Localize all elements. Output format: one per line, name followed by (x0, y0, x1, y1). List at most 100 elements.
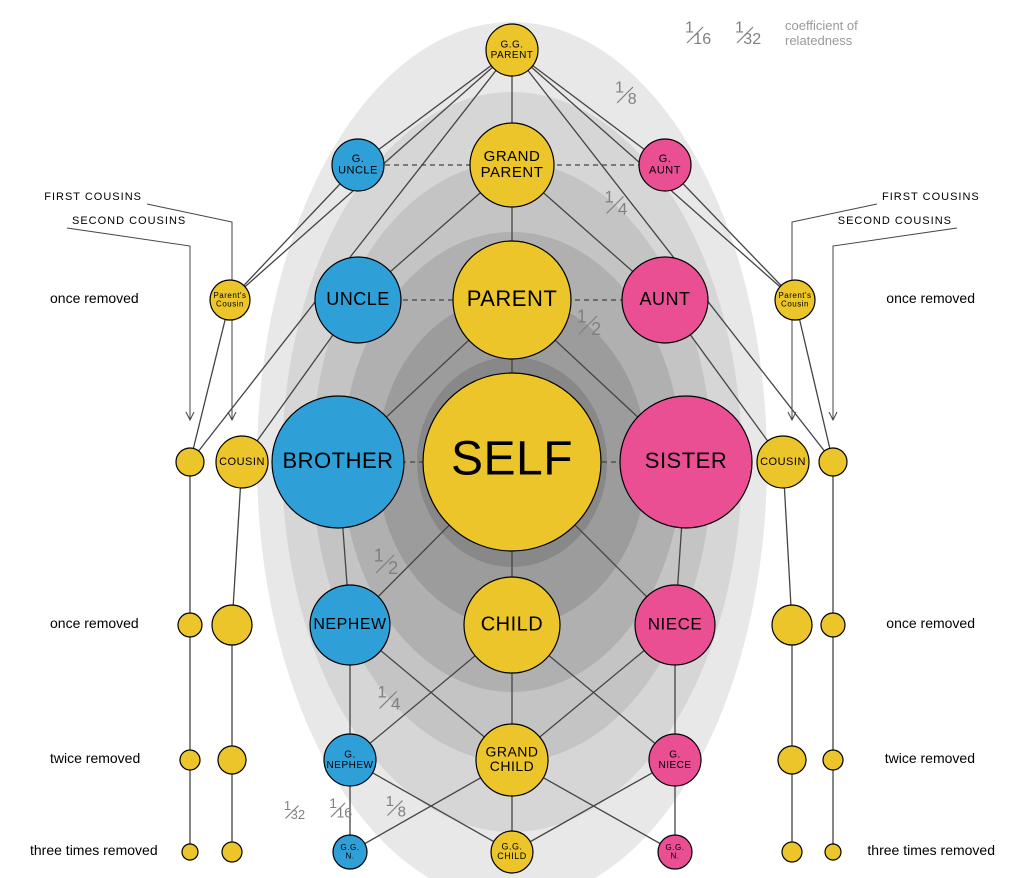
node-cousin_r: COUSIN (757, 436, 809, 488)
node-gchild: GRANDCHILD (476, 724, 548, 796)
node-label: NIECE (648, 614, 702, 633)
node-label: G.G. (500, 39, 523, 50)
node-pc_r: Parent'sCousin (775, 280, 815, 320)
node-fcR_child (772, 605, 812, 645)
cousin-header-label: SECOND COUSINS (838, 215, 952, 227)
node-label: AUNT (640, 289, 691, 309)
node-label: Cousin (216, 299, 244, 308)
side-label: three times removed (867, 842, 995, 858)
node-label: G. (344, 749, 356, 760)
node-fcL_child (212, 605, 252, 645)
node-child: CHILD (464, 577, 560, 673)
node-label: PARENT (481, 164, 544, 181)
node-label: SISTER (645, 448, 727, 473)
node-fcR_ggch (782, 842, 802, 862)
node-ggn_r: G.G.N. (658, 835, 692, 869)
side-label: once removed (886, 615, 975, 631)
node-label: NEPHEW (327, 760, 374, 771)
node-ggn_l: G.G.N. (333, 835, 367, 869)
node-label: COUSIN (219, 456, 265, 468)
side-label: three times removed (30, 842, 158, 858)
svg-text:1: 1 (377, 682, 386, 701)
node-fcR_gch (778, 746, 806, 774)
cousin-arrow-line (67, 228, 190, 420)
node-uncle: UNCLE (315, 257, 401, 343)
node-aunt: AUNT (622, 257, 708, 343)
svg-text:1: 1 (374, 545, 384, 565)
node-label: AUNT (649, 165, 681, 177)
svg-text:16: 16 (337, 805, 353, 821)
node-scR_self (819, 448, 847, 476)
cousin-header-label: FIRST COUSINS (44, 191, 142, 203)
fraction-label: 116 (685, 20, 711, 48)
svg-text:2: 2 (591, 319, 601, 339)
svg-text:relatedness: relatedness (785, 33, 853, 48)
node-label: SELF (451, 433, 573, 486)
cousin-arrow-line (833, 228, 957, 420)
node-self: SELF (423, 373, 601, 551)
node-label: PARENT (491, 50, 534, 61)
node-label: CHILD (497, 851, 527, 861)
node-scL_self (176, 448, 204, 476)
node-scR_ggch (825, 844, 841, 860)
node-label: Cousin (781, 299, 809, 308)
side-label: once removed (50, 290, 139, 306)
node-label: G. (659, 153, 672, 165)
side-label: twice removed (885, 750, 975, 766)
svg-text:coefficient of: coefficient of (785, 18, 858, 33)
node-label: G. (352, 153, 365, 165)
node-label: CHILD (481, 613, 544, 635)
node-gnephew: G.NEPHEW (324, 734, 376, 786)
node-label: GRAND (484, 148, 541, 165)
node-niece: NIECE (635, 585, 715, 665)
node-pc_l: Parent'sCousin (210, 280, 250, 320)
node-label: BROTHER (282, 448, 393, 473)
node-label: UNCLE (338, 165, 378, 177)
node-scR_gch (823, 750, 843, 770)
node-nephew: NEPHEW (310, 585, 390, 665)
svg-text:1: 1 (577, 306, 587, 326)
svg-text:4: 4 (618, 199, 627, 218)
svg-text:1: 1 (615, 80, 624, 97)
node-sister: SISTER (620, 396, 752, 528)
node-label: PARENT (467, 286, 558, 311)
node-scR_child (821, 613, 845, 637)
node-gparent: GRANDPARENT (470, 123, 554, 207)
svg-text:2: 2 (388, 558, 398, 578)
node-label: GRAND (485, 743, 538, 759)
node-label: COUSIN (760, 456, 806, 468)
node-label: N. (671, 851, 680, 860)
node-label: NEPHEW (313, 616, 387, 633)
svg-text:8: 8 (628, 91, 637, 108)
side-label: once removed (886, 290, 975, 306)
fraction-label: 132 (284, 798, 305, 822)
node-label: UNCLE (326, 289, 390, 309)
svg-text:32: 32 (291, 807, 305, 822)
node-label: NIECE (658, 760, 691, 771)
node-label: N. (346, 851, 355, 860)
node-ggchild: G.G.CHILD (491, 831, 533, 873)
relatedness-diagram: SELFPARENTCHILDGRANDPARENTGRANDCHILDG.G.… (0, 0, 1024, 878)
node-scL_ggch (182, 844, 198, 860)
cousin-header-label: SECOND COUSINS (72, 215, 186, 227)
node-fcL_ggch (222, 842, 242, 862)
nodes: SELFPARENTCHILDGRANDPARENTGRANDCHILDG.G.… (176, 24, 847, 873)
node-label: CHILD (490, 758, 535, 774)
svg-text:4: 4 (391, 694, 400, 713)
side-label: twice removed (50, 750, 140, 766)
node-fcL_gch (218, 746, 246, 774)
node-cousin_l: COUSIN (216, 436, 268, 488)
node-brother: BROTHER (272, 396, 404, 528)
svg-text:1: 1 (604, 187, 613, 206)
node-scL_child (178, 613, 202, 637)
cousin-header-label: FIRST COUSINS (882, 191, 980, 203)
node-scL_gch (180, 750, 200, 770)
svg-text:8: 8 (398, 803, 406, 820)
node-ggparent: G.G.PARENT (486, 24, 538, 76)
node-guncle: G.UNCLE (332, 139, 384, 191)
node-label: G. (669, 749, 681, 760)
legend: coefficient ofrelatedness (785, 18, 858, 48)
node-parent: PARENT (453, 241, 571, 359)
fraction-label: 132 (735, 20, 761, 48)
node-gaunt: G.AUNT (639, 139, 691, 191)
